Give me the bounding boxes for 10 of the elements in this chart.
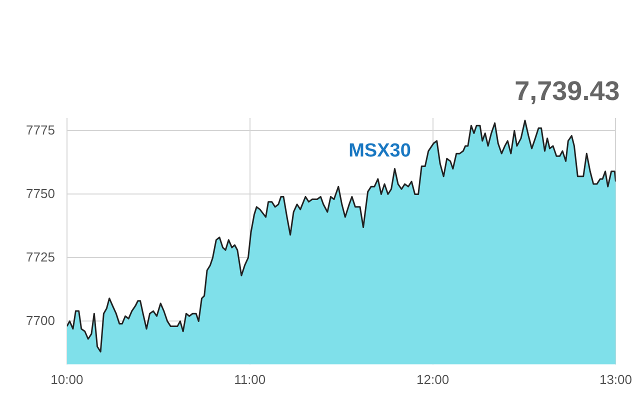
- x-tick-label: 11:00: [234, 372, 266, 387]
- y-tick-label: 7775: [26, 122, 55, 138]
- series-label: MSX30: [348, 140, 411, 162]
- y-tick-label: 7750: [26, 186, 55, 201]
- text: 7,739.43: [514, 76, 620, 106]
- y-tick-label: 7725: [26, 249, 55, 264]
- y-tick-label: 7700: [26, 312, 55, 328]
- x-tick-label: 12:00: [416, 372, 450, 387]
- x-tick-label: 10:00: [50, 372, 84, 387]
- x-tick-label: 13:00: [599, 372, 632, 387]
